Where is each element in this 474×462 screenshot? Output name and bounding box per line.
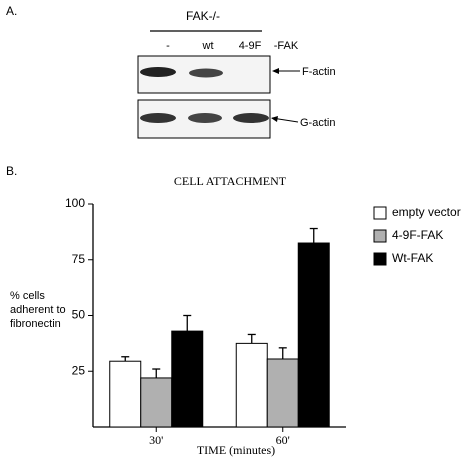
legend-swatch — [373, 206, 387, 220]
y-tick-label: 50 — [72, 308, 86, 322]
lane-label: -FAK — [274, 40, 299, 52]
legend-label: 4-9F-FAK — [392, 228, 443, 242]
y-axis-label: fibronectin — [10, 318, 61, 330]
chart-title: CELL ATTACHMENT — [174, 174, 287, 188]
arrow-head — [271, 116, 278, 122]
legend-swatch — [373, 252, 387, 266]
band — [140, 67, 176, 77]
band — [188, 113, 222, 123]
lane-label: - — [166, 40, 170, 52]
legend-label: Wt-FAK — [392, 251, 433, 265]
band — [140, 113, 176, 123]
panel-label: A. — [6, 4, 17, 18]
x-tick-label: 30' — [149, 433, 163, 447]
legend-label: empty vector — [392, 205, 461, 219]
arrow-head — [272, 68, 279, 74]
x-axis-label: TIME (minutes) — [197, 443, 275, 457]
y-tick-label: 100 — [65, 196, 85, 210]
bar — [109, 360, 142, 428]
band-label: G-actin — [300, 117, 335, 129]
y-axis-label: adherent to — [10, 304, 66, 316]
band — [233, 113, 269, 123]
bar — [266, 358, 299, 428]
legend-swatch — [373, 229, 387, 243]
band — [189, 68, 223, 78]
panel-label: B. — [6, 164, 17, 178]
group-label: FAK-/- — [186, 9, 220, 23]
y-axis-label: % cells — [10, 290, 45, 302]
y-tick-label: 25 — [72, 363, 86, 377]
bar — [140, 377, 173, 428]
lane-label: wt — [202, 40, 214, 52]
band-label: F-actin — [302, 66, 336, 78]
x-tick-label: 60' — [276, 433, 290, 447]
bar — [297, 242, 330, 428]
bar — [171, 330, 204, 428]
bar — [235, 342, 268, 428]
lane-label: 4-9F — [239, 40, 262, 52]
y-tick-label: 75 — [72, 252, 86, 266]
